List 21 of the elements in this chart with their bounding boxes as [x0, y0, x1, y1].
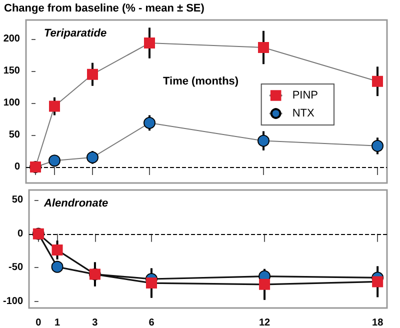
text: Alendronate: [43, 198, 108, 210]
y-tick-label: -50: [8, 262, 24, 274]
x-tick-label: 1: [54, 318, 60, 328]
annotation: Time (months): [163, 76, 239, 88]
y-tick-label: 100: [3, 98, 20, 109]
x-tick-label: 3: [92, 318, 98, 328]
x-tick-label: 6: [148, 318, 155, 328]
x-tick-label: 12: [258, 318, 271, 328]
x-tick-label: 18: [372, 318, 384, 328]
x-tick-label: 0: [36, 318, 42, 328]
y-tick-label: 50: [12, 194, 24, 206]
y-tick-label: 0: [17, 228, 24, 240]
y-tick-label: 0: [14, 162, 20, 173]
y-tick-label: -100: [3, 296, 24, 307]
text: Teriparatide: [44, 28, 107, 40]
y-tick-label: 200: [3, 34, 20, 45]
y-tick-label: 150: [3, 66, 20, 77]
y-axis-title: Change from baseline (% - mean ± SE): [4, 2, 205, 14]
y-tick-label: 50: [8, 130, 20, 141]
legend-label: NTX: [292, 108, 315, 120]
legend-label: PINP: [292, 90, 318, 102]
